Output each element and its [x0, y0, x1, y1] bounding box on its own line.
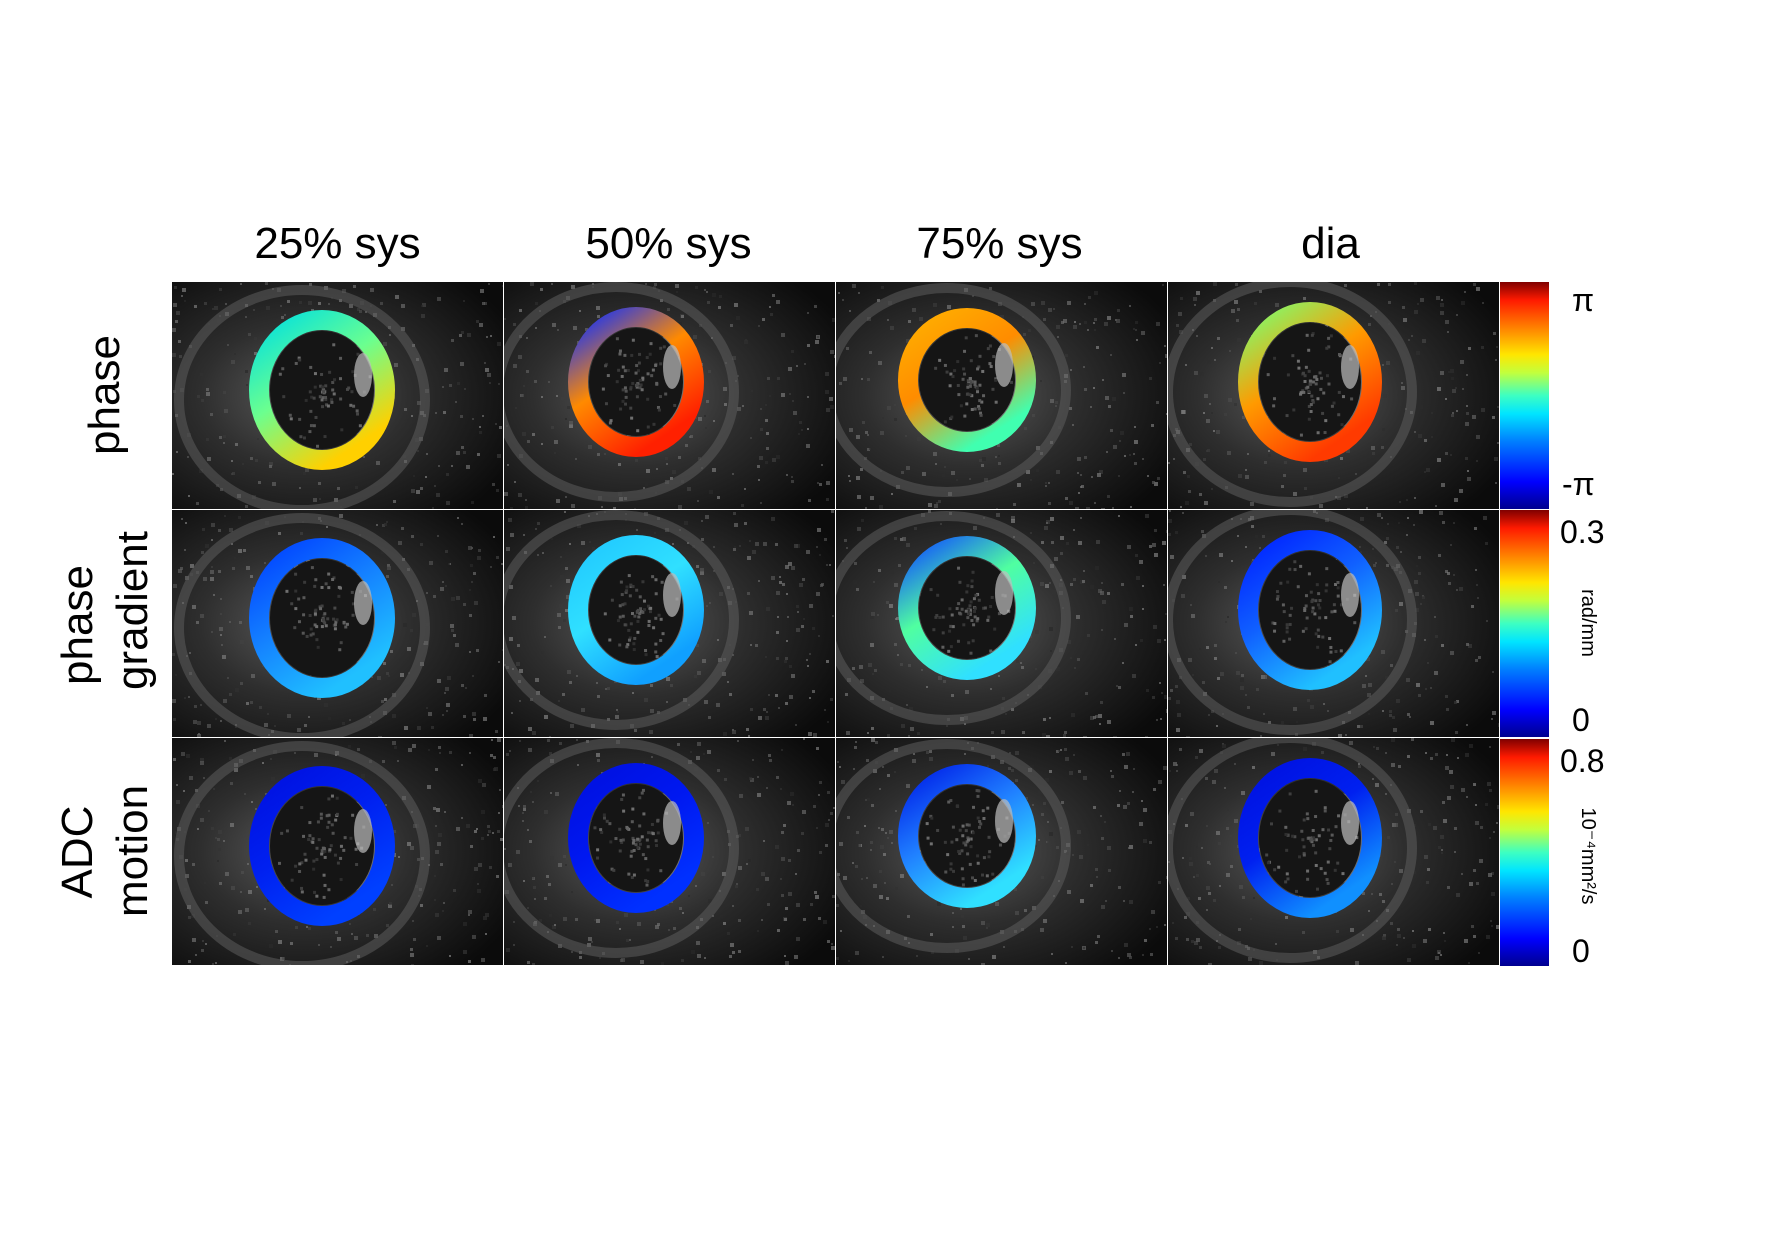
- image-grid: [172, 282, 1499, 966]
- row-title-phase: phase: [79, 330, 131, 460]
- column-title-75-sys: 75% sys: [916, 219, 1083, 268]
- row-title-adc-motion: ADC motion: [50, 784, 160, 917]
- myocardium-overlay: [568, 307, 704, 457]
- colorbar-adc-motion: [1500, 739, 1549, 966]
- image-panel-phase-gradient-25-sys: [172, 510, 503, 737]
- column-title-50-sys: 50% sys: [585, 219, 752, 268]
- image-panel-adc-motion-50-sys: [504, 738, 835, 965]
- image-panel-adc-motion-25-sys: [172, 738, 503, 965]
- image-panel-phase-gradient-50-sys: [504, 510, 835, 737]
- myocardium-overlay: [898, 764, 1036, 908]
- myocardium-overlay: [249, 310, 395, 470]
- column-title-dia: dia: [1301, 219, 1360, 268]
- row-title-adc-motion-line2: motion: [108, 784, 157, 917]
- colorbar-gradient-max: 0.3: [1560, 514, 1605, 550]
- image-panel-adc-motion-dia: [1168, 738, 1499, 965]
- image-panel-phase-dia: [1168, 282, 1499, 509]
- myocardium-overlay: [898, 536, 1036, 680]
- row-title-phase-gradient-line1: phase: [53, 565, 102, 685]
- colorbar-phase-gradient: [1500, 510, 1549, 737]
- myocardium-overlay: [249, 766, 395, 926]
- colorbar-adc-max: 0.8: [1560, 743, 1605, 779]
- image-panel-phase-75-sys: [836, 282, 1167, 509]
- row-title-phase-gradient-line2: gradient: [108, 530, 157, 690]
- image-panel-phase-25-sys: [172, 282, 503, 509]
- colorbar-gradient-unit: rad/mm: [1577, 589, 1599, 657]
- row-title-adc-motion-line1: ADC: [53, 805, 102, 899]
- image-panel-phase-gradient-dia: [1168, 510, 1499, 737]
- image-panel-adc-motion-75-sys: [836, 738, 1167, 965]
- colorbar-adc-unit: 10⁻⁴mm²/s: [1577, 807, 1599, 905]
- colorbar-gradient-min: 0: [1572, 702, 1590, 738]
- row-title-phase-gradient: phase gradient: [50, 530, 160, 690]
- colorbar-adc-min: 0: [1572, 933, 1590, 969]
- myocardium-overlay: [249, 538, 395, 698]
- myocardium-overlay: [568, 535, 704, 685]
- myocardium-overlay: [1238, 530, 1382, 690]
- colorbar-phase-max: π: [1572, 282, 1595, 318]
- myocardium-overlay: [568, 763, 704, 913]
- colorbar-phase: [1500, 282, 1549, 509]
- myocardium-overlay: [1238, 302, 1382, 462]
- image-panel-phase-50-sys: [504, 282, 835, 509]
- column-title-25-sys: 25% sys: [254, 219, 421, 268]
- myocardium-overlay: [898, 308, 1036, 452]
- myocardium-overlay: [1238, 758, 1382, 918]
- colorbar-phase-min: -π: [1562, 466, 1595, 502]
- row-title-phase-text: phase: [80, 335, 129, 455]
- image-panel-phase-gradient-75-sys: [836, 510, 1167, 737]
